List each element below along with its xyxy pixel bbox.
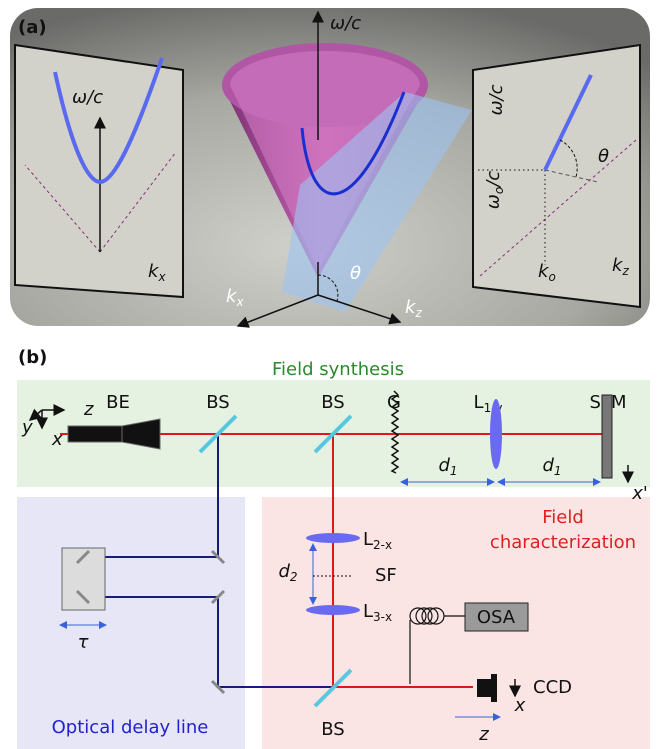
component-label: BE [106, 392, 130, 413]
distance-label: d [438, 455, 450, 476]
axis-label: z [83, 399, 94, 420]
axis-label: o [492, 187, 506, 194]
slm [602, 395, 612, 478]
component-label: L [363, 529, 373, 550]
angle-label: θ [350, 263, 361, 284]
ccd [491, 674, 497, 702]
distance-label: d [278, 561, 290, 582]
panel-b: (b) Field synthesis z y x BE BS BS G L1-… [17, 347, 650, 749]
axis-label: x' [631, 483, 648, 504]
component-label: L [474, 392, 484, 413]
region-title: Optical delay line [52, 717, 209, 738]
component-label: OSA [477, 607, 516, 628]
ccd [477, 679, 491, 697]
left-inset: ω/c kx [15, 45, 183, 297]
right-inset: ω/c ωo/c θ ko kz [473, 45, 640, 307]
delay-label: τ [78, 632, 89, 653]
axis-label: z [478, 724, 489, 745]
component-label: SF [375, 565, 397, 586]
component-label: L [363, 601, 373, 622]
component-label: 2-x [373, 538, 392, 552]
axis-label: z [414, 306, 422, 320]
component-label: BS [321, 392, 344, 413]
component-label: CCD [533, 677, 572, 698]
axis-label: x [235, 295, 244, 309]
component-label: 3-x [373, 610, 392, 624]
axis-label: ω/c [72, 87, 103, 108]
beam-expander [68, 426, 122, 442]
lens [306, 533, 360, 543]
left-inset [15, 45, 183, 297]
region-title: Field synthesis [272, 359, 404, 380]
component-label: BS [206, 392, 229, 413]
angle-label: θ [598, 146, 609, 167]
axis-label: ω/c [330, 13, 361, 34]
distance-label: d [542, 455, 554, 476]
delay-region [17, 497, 245, 749]
region-title: characterization [490, 532, 636, 553]
region-title: Field [542, 507, 584, 528]
axis-label: z [621, 264, 629, 278]
panel-label: (a) [18, 17, 47, 38]
component-label: BS [321, 719, 344, 740]
axis-label: x [514, 695, 526, 716]
figure: (a) ω/c kx ω/c kx kz θ [0, 0, 657, 749]
lens [306, 605, 360, 615]
panel-a: (a) ω/c kx ω/c kx kz θ [10, 8, 650, 326]
axis-label: /c [483, 171, 504, 189]
distance-label: 1 [554, 464, 562, 478]
axis-label: o [548, 270, 555, 284]
panel-label: (b) [18, 347, 47, 368]
distance-label: 1 [450, 464, 458, 478]
axis-label: ω/c [486, 84, 507, 115]
axis-label: x [51, 429, 63, 450]
axis-label: y [21, 417, 33, 438]
page: {"panel_a": {"label": "(a)", "cone_axis"… [0, 0, 657, 749]
lens [490, 399, 502, 469]
axis-label: x [157, 270, 166, 284]
distance-label: 2 [290, 570, 298, 584]
axis-label: ω [483, 194, 504, 209]
